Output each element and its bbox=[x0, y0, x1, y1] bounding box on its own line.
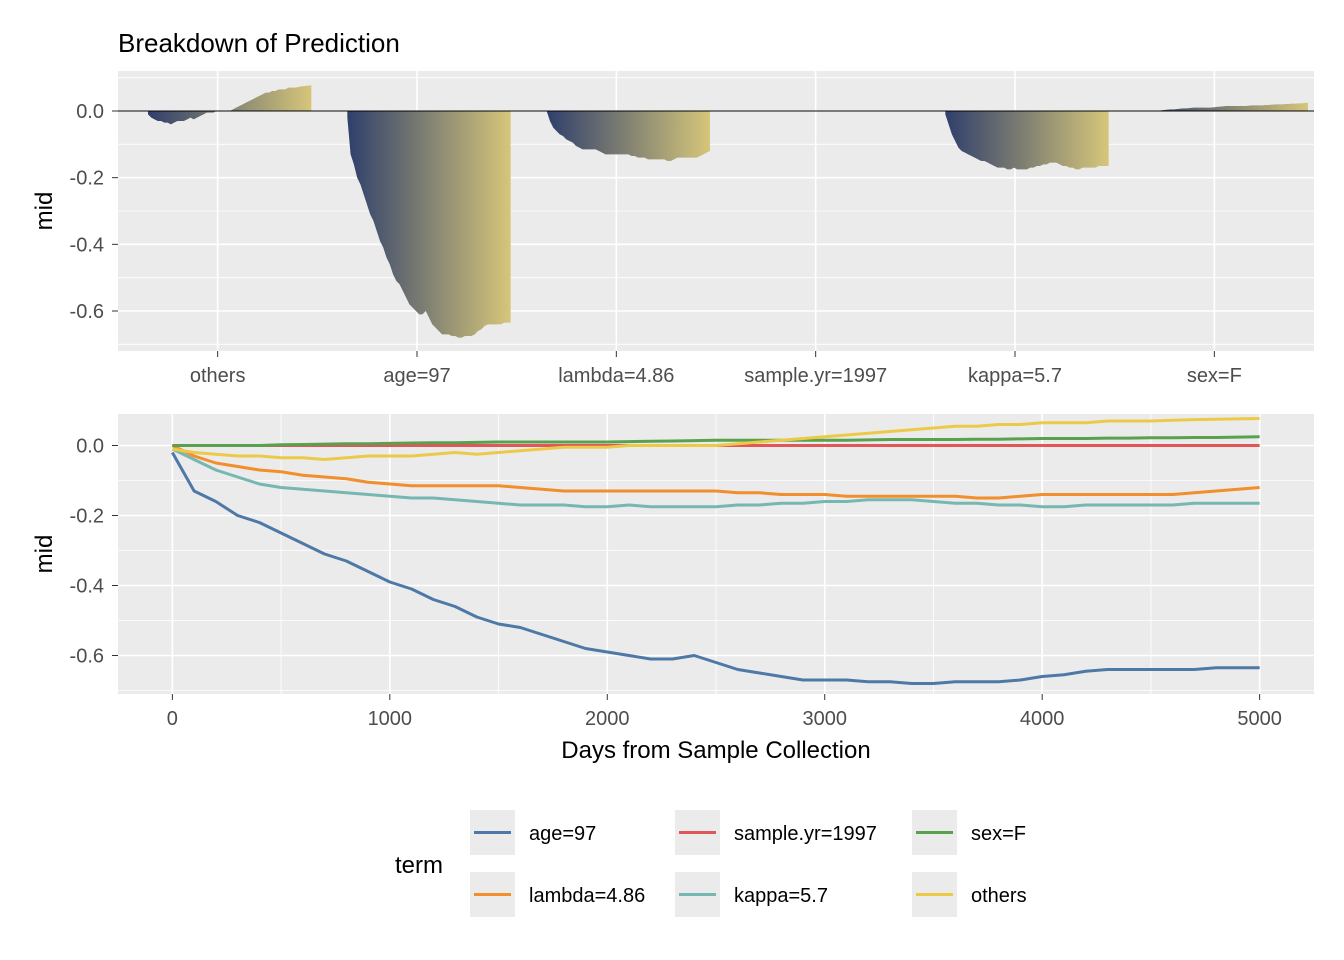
top-x-tick-label: others bbox=[190, 365, 246, 387]
top-x-tick-label: age=97 bbox=[383, 365, 450, 387]
legend-label: others bbox=[971, 885, 1027, 907]
bottom-x-ticks: 0 1000 2000 3000 4000 5000 bbox=[167, 694, 1282, 730]
legend-label: sex=F bbox=[971, 823, 1026, 845]
area-age-97 bbox=[347, 111, 511, 338]
series-line-sex-F bbox=[172, 435, 1260, 447]
bottom-y-axis-title: mid bbox=[31, 535, 58, 574]
top-x-ticks: others age=97 lambda=4.86 sample.yr=1997 kap… bbox=[190, 351, 1242, 387]
top-y-ticks: 0.0 -0.2 -0.4 -0.6 bbox=[70, 101, 118, 323]
top-y-axis-title: mid bbox=[31, 192, 58, 231]
bottom-y-tick-label: -0.2 bbox=[70, 506, 104, 528]
top-y-tick-label: -0.4 bbox=[70, 234, 104, 256]
area-others bbox=[148, 85, 312, 125]
bottom-x-tick-label: 5000 bbox=[1237, 708, 1282, 730]
legend-label: age=97 bbox=[529, 823, 596, 845]
bottom-y-ticks: 0.0 -0.2 -0.4 -0.6 bbox=[70, 436, 118, 668]
bottom-x-tick-label: 4000 bbox=[1020, 708, 1065, 730]
bottom-panel: 0.0 -0.2 -0.4 -0.6 0 1000 2000 3000 4000 5000 mi… bbox=[31, 414, 1314, 764]
top-y-tick-label: 0.0 bbox=[76, 101, 104, 123]
top-x-tick-label: kappa=5.7 bbox=[968, 365, 1062, 387]
legend-title: term bbox=[395, 852, 443, 879]
series-line-others bbox=[172, 417, 1260, 461]
area-kappa-5-7 bbox=[945, 111, 1109, 170]
bottom-y-tick-label: -0.4 bbox=[70, 576, 104, 598]
top-x-tick-label: lambda=4.86 bbox=[558, 365, 674, 387]
area-lambda-4-86 bbox=[546, 111, 710, 161]
series-line-age-97 bbox=[171, 451, 1260, 685]
top-x-tick-label: sex=F bbox=[1187, 365, 1242, 387]
legend: term age=97 lambda=4.86 sample.yr=1997 kapp… bbox=[395, 810, 1027, 917]
legend-label: kappa=5.7 bbox=[734, 885, 828, 907]
top-x-tick-label: sample.yr=1997 bbox=[744, 365, 887, 387]
bottom-x-tick-label: 2000 bbox=[585, 708, 630, 730]
bottom-x-tick-label: 0 bbox=[167, 708, 178, 730]
bottom-y-tick-label: 0.0 bbox=[76, 436, 104, 458]
bottom-x-tick-label: 1000 bbox=[368, 708, 413, 730]
legend-items: age=97 lambda=4.86 sample.yr=1997 kappa=5.7… bbox=[470, 810, 1027, 917]
chart-title: Breakdown of Prediction bbox=[118, 28, 400, 58]
top-panel: 0.0 -0.2 -0.4 -0.6 others age=97 lambda=4.86 s… bbox=[31, 71, 1314, 387]
legend-label: lambda=4.86 bbox=[529, 885, 645, 907]
top-areas bbox=[118, 85, 1314, 338]
area-sex-F bbox=[1144, 102, 1308, 111]
series-line-lambda-4-86 bbox=[171, 444, 1260, 500]
bottom-lines bbox=[171, 417, 1260, 685]
top-y-tick-label: -0.6 bbox=[70, 301, 104, 323]
series-line-kappa-5-7 bbox=[171, 447, 1260, 509]
legend-label: sample.yr=1997 bbox=[734, 823, 877, 845]
bottom-x-axis-title: Days from Sample Collection bbox=[561, 737, 870, 764]
bottom-x-tick-label: 3000 bbox=[802, 708, 847, 730]
bottom-y-tick-label: -0.6 bbox=[70, 646, 104, 668]
top-y-tick-label: -0.2 bbox=[70, 168, 104, 190]
